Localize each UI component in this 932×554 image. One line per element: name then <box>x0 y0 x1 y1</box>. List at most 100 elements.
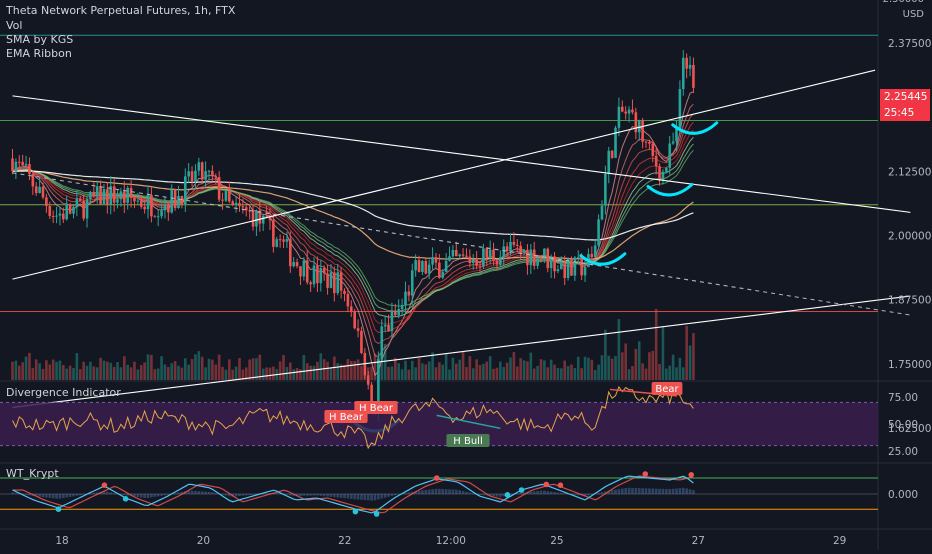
volume-bar <box>11 362 14 380</box>
candle-body <box>231 201 234 204</box>
wt-histogram-bar <box>631 488 634 494</box>
wt-histogram-bar <box>658 489 661 494</box>
candle-body <box>292 262 295 266</box>
candle-body <box>353 311 356 328</box>
ema-ribbon-line <box>13 104 694 356</box>
candle-body <box>55 216 58 217</box>
candle-body <box>45 197 48 206</box>
wt-signal-dot <box>543 482 549 488</box>
candle-body <box>25 164 28 165</box>
candle-body <box>635 112 638 132</box>
volume-bar <box>394 358 397 380</box>
candle-body <box>167 204 170 212</box>
candle-body <box>404 292 407 306</box>
candle-body <box>638 120 641 132</box>
wt-histogram-bar <box>428 490 431 494</box>
candle-body <box>82 201 85 219</box>
wt-histogram-bar <box>384 494 387 498</box>
wt-histogram-bar <box>69 494 72 497</box>
candle-body <box>431 257 434 265</box>
volume-bar <box>513 352 516 380</box>
price-tick-label: 2.12500 <box>888 166 931 178</box>
wt-histogram-bar <box>350 494 353 499</box>
candle-body <box>438 263 441 278</box>
ema-ribbon-line <box>13 114 694 344</box>
candle-body <box>604 174 607 206</box>
volume-bar <box>401 369 404 380</box>
wt-histogram-bar <box>672 489 675 494</box>
wt-signal-dot <box>102 482 108 488</box>
wt-histogram-bar <box>11 493 14 494</box>
volume-bar <box>485 362 488 380</box>
volume-bar <box>42 369 45 380</box>
smile-annotation[interactable] <box>648 184 692 195</box>
volume-bar <box>313 366 316 380</box>
currency-label[interactable]: 2.50000 USD <box>883 0 924 20</box>
wt-histogram-bar <box>418 491 421 494</box>
wt-histogram-bar <box>465 492 468 494</box>
candle-body <box>580 257 583 275</box>
candle-body <box>455 250 458 256</box>
volume-bar <box>228 359 231 380</box>
wt-histogram-bar <box>79 494 82 495</box>
volume-bar <box>225 370 228 380</box>
volume-bar <box>82 362 85 380</box>
candle-body <box>187 171 190 176</box>
candle-body <box>126 188 129 203</box>
trend-line[interactable] <box>13 96 911 213</box>
wt-title[interactable]: WT_Krypt <box>6 467 59 481</box>
candle-body <box>651 144 654 156</box>
candle-body <box>52 216 55 217</box>
wt-histogram-bar <box>82 494 85 495</box>
candle-body <box>597 219 600 245</box>
volume-bar <box>580 368 583 380</box>
trend-line[interactable] <box>13 173 911 315</box>
wt-histogram-bar <box>191 491 194 494</box>
wt-histogram-bar <box>472 493 475 494</box>
divergence-title[interactable]: Divergence Indicator <box>6 386 121 400</box>
volume-bar <box>170 363 173 380</box>
trend-line[interactable] <box>13 296 911 407</box>
wt-histogram-bar <box>201 491 204 494</box>
wt-histogram-bar <box>618 489 621 494</box>
volume-bar <box>408 370 411 380</box>
wt-histogram-bar <box>45 494 48 498</box>
candle-body <box>631 110 634 113</box>
price-tick-label: 2.00000 <box>888 230 931 242</box>
currency-text: USD <box>883 9 924 20</box>
volume-bar <box>441 365 444 380</box>
wt-histogram-bar <box>665 489 668 494</box>
volume-bar <box>689 346 692 380</box>
wt-histogram-bar <box>421 490 424 494</box>
wt-histogram-bar <box>143 494 146 498</box>
candle-body <box>123 191 126 202</box>
divergence-label: H Bear <box>359 403 394 414</box>
candle-body <box>28 164 31 174</box>
wt-histogram-bar <box>628 488 631 494</box>
candle-body <box>42 187 45 198</box>
candle-body <box>238 203 241 206</box>
volume-bar <box>347 359 350 380</box>
trend-line[interactable] <box>13 70 876 279</box>
legend-ema-ribbon[interactable]: EMA Ribbon <box>6 47 72 61</box>
candle-body <box>262 216 265 224</box>
candle-body <box>35 186 38 193</box>
candle-body <box>489 250 492 258</box>
wt-histogram-bar <box>641 488 644 494</box>
volume-bar <box>604 330 607 380</box>
volume-bar <box>387 367 390 380</box>
wt-histogram-bar <box>204 492 207 494</box>
candle-body <box>11 158 14 171</box>
legend-vol[interactable]: Vol <box>6 19 22 33</box>
volume-bar <box>601 355 604 380</box>
candle-body <box>462 254 465 255</box>
candle-body <box>279 239 282 240</box>
wt-histogram-bar <box>635 488 638 494</box>
wt-histogram-bar <box>380 494 383 499</box>
volume-bar <box>140 365 143 380</box>
legend-sma[interactable]: SMA by KGS <box>6 33 73 47</box>
candle-body <box>428 265 431 274</box>
candle-body <box>21 162 24 165</box>
